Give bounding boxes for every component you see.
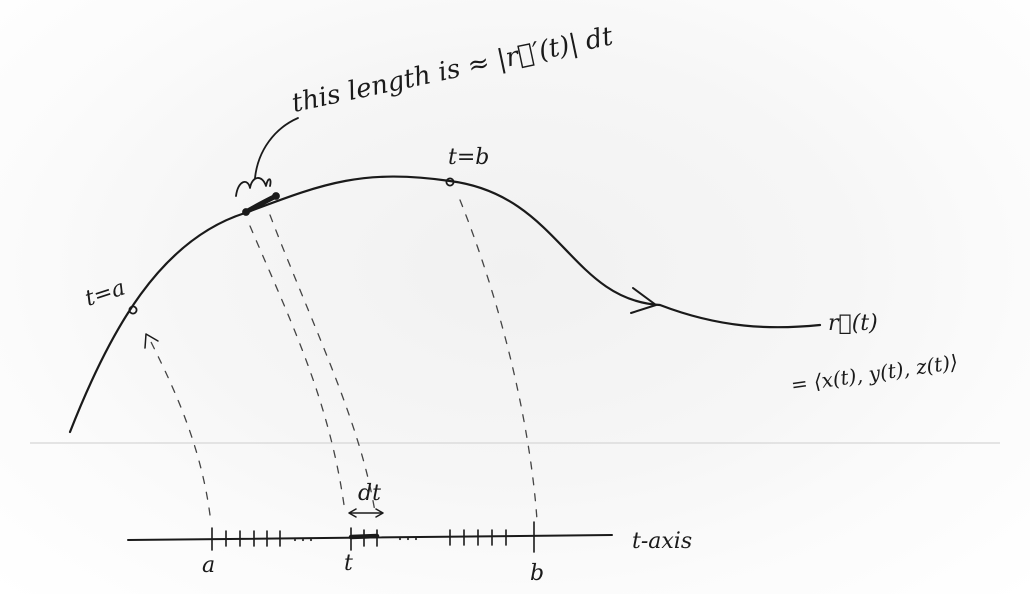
- dt-interval: [348, 533, 380, 540]
- segment-end-dot: [272, 192, 280, 200]
- t-axis-label: t-axis: [632, 529, 692, 554]
- annotation-pointer: [254, 117, 299, 179]
- segment-start-dot: [242, 208, 250, 216]
- arc-length-annotation: this length is ≈ |r⃗′(t)| dt: [289, 21, 616, 118]
- axis-label-a: a: [202, 553, 215, 578]
- t-axis-ticks: [211, 521, 535, 553]
- projection-t-right: [269, 214, 376, 513]
- segment-brace: [235, 177, 272, 197]
- curve-direction-arrow-icon: [630, 287, 657, 314]
- axis-label-b: b: [530, 561, 544, 586]
- projection-t-left: [249, 225, 346, 513]
- label-r-of-t: r⃗(t): [828, 311, 878, 336]
- label-t-b: t=b: [448, 145, 489, 170]
- label-dt: dt: [358, 481, 381, 506]
- point-t-b: [445, 177, 455, 187]
- label-components: = ⟨x(t), y(t), z(t)⟩: [789, 350, 959, 397]
- point-t-a: [128, 305, 138, 315]
- space-curve: [68, 175, 822, 434]
- projection-b: [459, 199, 538, 521]
- axis-label-t: t: [344, 551, 353, 576]
- dt-arrow-left-icon: [348, 508, 357, 518]
- axis-ellipsis-dots: [293, 537, 418, 542]
- dt-arrow-right-icon: [375, 508, 384, 518]
- projection-a: [147, 335, 211, 516]
- projection-a-arrow-icon: [144, 333, 159, 349]
- label-t-a: t=a: [82, 275, 128, 311]
